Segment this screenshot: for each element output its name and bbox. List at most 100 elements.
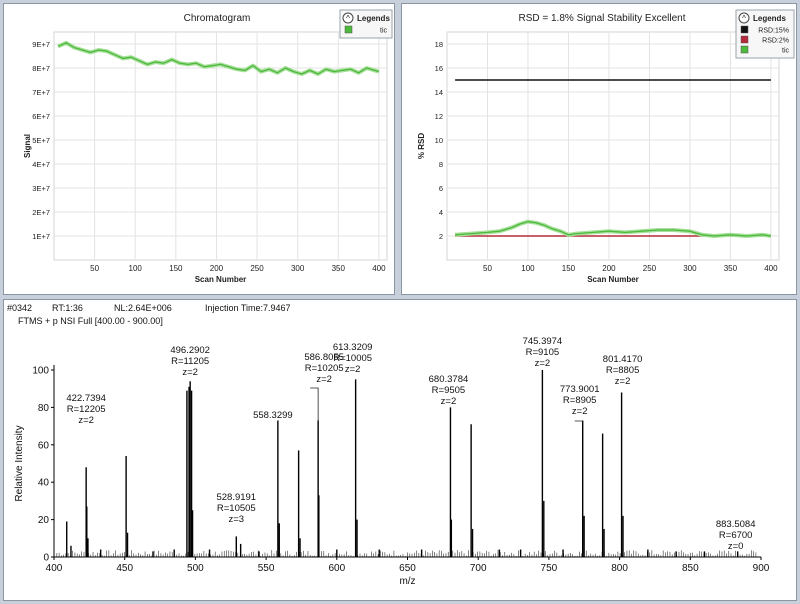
y-tick-label: 12	[435, 112, 443, 121]
annotation-leader	[310, 387, 319, 421]
legend-collapse-icon	[342, 12, 354, 24]
x-tick-label: 400	[764, 264, 778, 273]
y-tick-label: 16	[435, 64, 443, 73]
peak-annotation: 680.3784	[429, 374, 469, 385]
peak-annotation: 773.9001	[560, 384, 600, 395]
peak-annotation: R=8805	[606, 365, 640, 376]
chart-title: RSD = 1.8% Signal Stability Excellent	[518, 13, 685, 24]
y-tick-label: 20	[38, 515, 50, 526]
peak-annotation: z=2	[615, 376, 631, 387]
y-tick-label: 6E+7	[32, 112, 50, 121]
legend-swatch	[740, 25, 749, 34]
chevron-up-icon: ^	[742, 14, 746, 23]
x-tick-label: 350	[332, 264, 346, 273]
chart-title: Chromatogram	[184, 13, 251, 24]
y-tick-label: 6	[439, 184, 443, 193]
x-tick-label: 150	[169, 264, 183, 273]
peak-annotation: 745.3974	[523, 336, 563, 347]
plot-area	[446, 31, 780, 261]
legend-swatch	[344, 25, 353, 34]
y-tick-label: 2	[439, 232, 443, 241]
y-tick-label: 8	[439, 160, 443, 169]
peak-annotation: z=2	[78, 415, 94, 426]
chevron-up-icon: ^	[346, 14, 350, 23]
legend-swatch	[740, 45, 749, 54]
x-tick-label: 100	[129, 264, 143, 273]
x-tick-label: 400	[372, 264, 386, 273]
peak-annotation: 613.3209	[333, 342, 373, 353]
x-tick-label: 100	[521, 264, 535, 273]
y-tick-label: 18	[435, 40, 443, 49]
peak-annotation: R=6700	[719, 530, 753, 541]
y-tick-label: 5E+7	[32, 136, 50, 145]
x-tick-label: 200	[210, 264, 224, 273]
peak-annotation: z=2	[316, 374, 332, 385]
mass-spectrum-chart: 400 450 500 550 600 650 700 750 800 850 900 0 20 40 60…	[14, 336, 770, 587]
y-tick-label: 80	[38, 403, 50, 414]
y-tick-label: 9E+7	[32, 40, 50, 49]
y-tick-label: 14	[435, 88, 443, 97]
x-tick-label: 300	[291, 264, 305, 273]
peak-annotation: z=3	[228, 514, 244, 525]
mass-spectrum-panel: #0342 RT:1:36 NL:2.64E+006 Injection Tim…	[3, 299, 797, 601]
y-tick-label: 7E+7	[32, 88, 50, 97]
peak-annotation: R=12205	[67, 404, 106, 415]
y-tick-label: 4E+7	[32, 160, 50, 169]
normalization-level: NL:2.64E+006	[114, 303, 172, 313]
chromatogram-panel: 50 100 150 200 250 300 350 400 1E+7 2E+7 3E+7 4E+7 5…	[3, 3, 395, 295]
y-axis-label: % RSD	[417, 133, 426, 159]
x-tick-label: 250	[643, 264, 657, 273]
peak-annotation: z=2	[572, 406, 588, 417]
x-tick-label: 750	[541, 563, 558, 574]
x-tick-label: 50	[90, 264, 99, 273]
rsd-panel: 50 100 150 200 250 300 350 400 2 4 6 8 10 12 14 16 18 RSD…	[401, 3, 797, 295]
x-axis-label: Scan Number	[195, 275, 247, 284]
x-tick-label: 850	[682, 563, 699, 574]
y-tick-label: 1E+7	[32, 232, 50, 241]
y-tick-label: 10	[435, 136, 443, 145]
y-tick-label: 100	[32, 366, 49, 377]
peak-annotation: R=10205	[305, 363, 344, 374]
legend-collapse-icon	[738, 12, 750, 24]
x-tick-label: 800	[611, 563, 628, 574]
x-axis-label: m/z	[399, 576, 415, 587]
chromatogram-chart: 50 100 150 200 250 300 350 400 1E+7 2E+7 3E+7 4E+7 5…	[23, 9, 393, 284]
scan-filter: FTMS + p NSI Full [400.00 - 900.00]	[18, 316, 163, 326]
legend-swatch	[740, 35, 749, 44]
x-tick-label: 150	[562, 264, 576, 273]
x-tick-label: 250	[250, 264, 264, 273]
injection-time: Injection Time:7.9467	[205, 303, 291, 313]
y-axis-label: Signal	[23, 134, 32, 158]
peak-annotation: 558.3299	[253, 410, 293, 421]
series-line-tic	[57, 42, 380, 75]
peak-annotation: z=0	[728, 541, 744, 552]
x-tick-label: 700	[470, 563, 487, 574]
peak-annotation: R=10505	[217, 503, 256, 514]
x-tick-label: 550	[258, 563, 275, 574]
peak-annotation: 586.8055	[304, 352, 344, 363]
peak-annotation: R=11205	[171, 356, 209, 367]
x-tick-label: 900	[753, 563, 770, 574]
legend-label: tic	[782, 48, 790, 55]
legend-title: Legends	[753, 14, 786, 23]
y-tick-label: 8E+7	[32, 64, 50, 73]
x-tick-label: 200	[602, 264, 616, 273]
legend-label: RSD:2%	[762, 38, 789, 45]
peak-annotation: z=2	[345, 364, 361, 375]
legend-label: RSD:15%	[758, 28, 789, 35]
annotation-leader	[574, 420, 584, 422]
y-tick-label: 40	[38, 478, 50, 489]
y-tick-label: 4	[439, 208, 443, 217]
x-axis-label: Scan Number	[587, 275, 639, 284]
peak-annotation: R=9105	[526, 347, 560, 358]
peak-annotation: 422.7394	[66, 393, 106, 404]
y-tick-label: 3E+7	[32, 184, 50, 193]
peak-annotation: 496.2902	[170, 345, 210, 356]
legend-title: Legends	[357, 14, 390, 23]
y-tick-label: 0	[43, 553, 49, 564]
rsd-chart: 50 100 150 200 250 300 350 400 2 4 6 8 10 12 14 16 18 RSD…	[417, 9, 795, 284]
peak-annotation: 528.9191	[216, 492, 256, 503]
x-tick-label: 500	[187, 563, 204, 574]
x-tick-label: 400	[46, 563, 63, 574]
peak-annotation: R=9505	[432, 385, 466, 396]
